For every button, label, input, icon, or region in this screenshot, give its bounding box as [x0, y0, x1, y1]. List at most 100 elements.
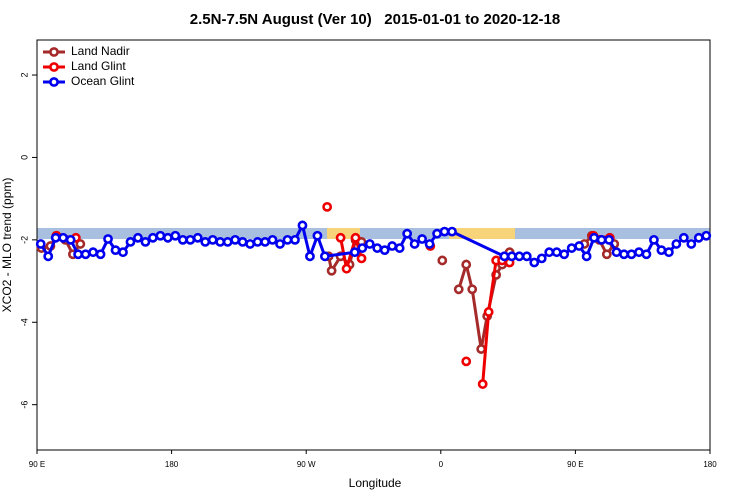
point: [461, 259, 472, 270]
point: [506, 251, 517, 262]
chart-title: 2.5N-7.5N August (Ver 10) 2015-01-01 to …: [190, 11, 560, 28]
point: [477, 379, 488, 389]
x-tick-label: 90 E: [567, 460, 583, 469]
point: [80, 249, 91, 260]
point: [312, 230, 323, 241]
point: [461, 356, 472, 367]
point: [432, 228, 442, 239]
x-tick-label: 90 E: [29, 460, 45, 469]
point: [275, 239, 285, 249]
land-band: [327, 228, 360, 239]
point: [521, 251, 532, 262]
point: [43, 251, 54, 262]
point: [387, 241, 398, 251]
y-tick-label: 0: [19, 155, 29, 160]
point: [35, 239, 46, 249]
point: [326, 265, 337, 276]
point: [65, 234, 76, 245]
point: [678, 232, 689, 243]
point: [260, 237, 270, 247]
y-axis-label: XCO2 - MLO trend (ppm): [0, 178, 14, 313]
point: [356, 253, 367, 264]
point: [305, 251, 315, 262]
point: [402, 228, 413, 239]
point: [103, 234, 113, 244]
point: [140, 237, 151, 247]
point: [447, 226, 457, 237]
point: [290, 234, 300, 245]
point: [357, 243, 368, 253]
point: [95, 249, 106, 260]
point: [237, 237, 248, 247]
point: [619, 249, 629, 260]
legend-label: Ocean Glint: [71, 74, 135, 88]
point: [267, 234, 278, 245]
point: [514, 251, 525, 262]
point: [656, 245, 667, 256]
point: [245, 239, 256, 249]
point: [364, 239, 375, 249]
point: [350, 232, 361, 243]
point: [641, 249, 652, 260]
point: [551, 247, 562, 258]
point: [125, 237, 136, 247]
legend-label: Land Glint: [71, 59, 126, 73]
point: [467, 284, 478, 295]
y-tick-label: 2: [19, 73, 29, 78]
y-tick-label: -6: [19, 401, 29, 409]
point: [529, 257, 540, 268]
point: [566, 243, 577, 253]
y-tick-label: -2: [19, 236, 29, 244]
point: [222, 237, 233, 247]
legend-marker: [49, 47, 59, 57]
land-ocean-band: [37, 228, 710, 239]
point: [499, 251, 510, 262]
legend-label: Land Nadir: [71, 44, 130, 58]
point: [155, 230, 166, 241]
point: [626, 249, 637, 260]
point: [133, 232, 143, 243]
point: [671, 239, 682, 249]
point: [581, 251, 592, 262]
point: [162, 232, 173, 243]
point: [693, 232, 704, 243]
point: [686, 239, 697, 249]
land-band: [449, 228, 515, 239]
point: [437, 255, 448, 266]
point: [50, 232, 61, 243]
series: [35, 220, 712, 268]
point: [663, 247, 674, 258]
point: [394, 243, 405, 253]
legend-marker: [49, 77, 59, 87]
point: [453, 284, 464, 295]
y-tick-label: -4: [19, 318, 29, 326]
x-tick-label: 180: [165, 460, 179, 469]
x-tick-label: 180: [703, 460, 717, 469]
point: [58, 232, 69, 243]
point: [230, 234, 241, 245]
point: [349, 247, 360, 258]
point: [536, 253, 547, 264]
point: [192, 232, 203, 243]
point: [604, 234, 614, 245]
point: [110, 245, 121, 256]
point: [559, 249, 570, 260]
point: [319, 251, 330, 262]
point: [88, 247, 98, 258]
point: [574, 241, 585, 251]
ocean-band: [37, 228, 710, 239]
point: [215, 237, 226, 247]
point: [634, 247, 644, 258]
point: [297, 220, 308, 231]
point: [177, 234, 188, 245]
point: [148, 232, 158, 243]
point: [73, 249, 84, 260]
x-axis-label: Longitude: [349, 476, 402, 490]
point: [601, 249, 612, 260]
x-tick-label: 0: [439, 460, 444, 469]
point: [282, 234, 293, 245]
x-tick-label: 90 W: [297, 460, 316, 469]
point: [409, 239, 420, 249]
